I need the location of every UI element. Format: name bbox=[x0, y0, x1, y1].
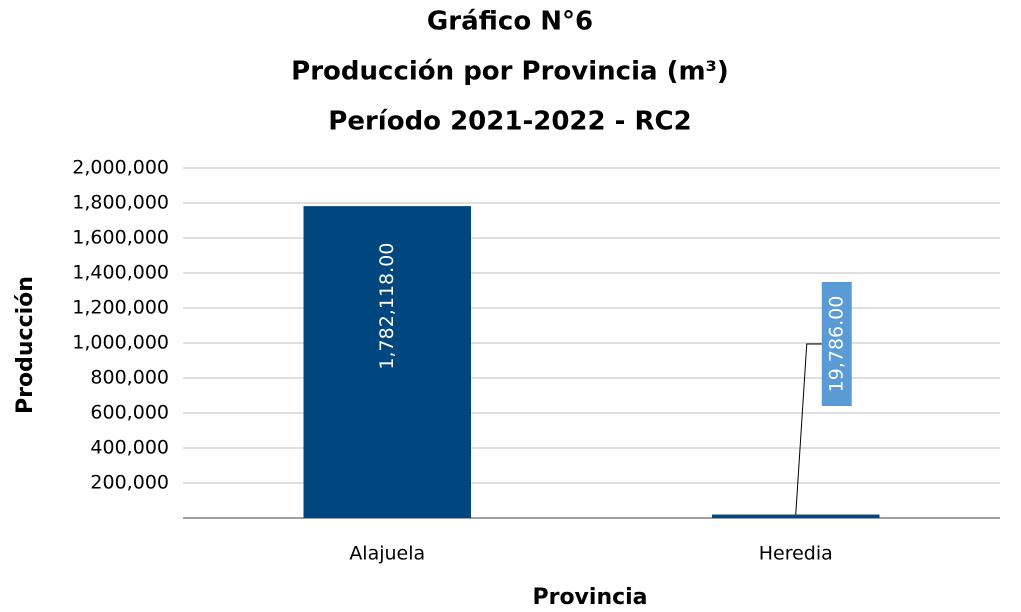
chart-title: Gráfico N°6 bbox=[427, 7, 593, 37]
y-tick-label: 400,000 bbox=[90, 437, 169, 459]
y-tick-label: 1,200,000 bbox=[72, 297, 169, 319]
chart-title: Período 2021-2022 - RC2 bbox=[328, 107, 691, 137]
bar bbox=[712, 514, 880, 518]
y-axis-title: Producción bbox=[13, 276, 38, 414]
leader-line bbox=[795, 343, 822, 515]
y-tick-label: 2,000,000 bbox=[72, 157, 169, 179]
x-axis-title: Provincia bbox=[532, 585, 647, 610]
chart-title: Producción por Provincia (m³) bbox=[291, 57, 729, 87]
x-tick-label: Alajuela bbox=[349, 543, 425, 565]
data-label: 19,786.00 bbox=[825, 296, 847, 393]
y-tick-label: 1,000,000 bbox=[72, 332, 169, 354]
y-tick-label: 800,000 bbox=[90, 367, 169, 389]
y-tick-label: 600,000 bbox=[90, 402, 169, 424]
y-tick-label: 1,800,000 bbox=[72, 192, 169, 214]
data-label-box bbox=[821, 282, 852, 406]
x-tick-label: Heredia bbox=[759, 543, 833, 565]
bar bbox=[303, 206, 471, 519]
data-label: 1,782,118.00 bbox=[376, 243, 398, 370]
y-tick-label: 200,000 bbox=[90, 472, 169, 494]
y-tick-label: 1,400,000 bbox=[72, 262, 169, 284]
y-tick-label: 1,600,000 bbox=[72, 227, 169, 249]
